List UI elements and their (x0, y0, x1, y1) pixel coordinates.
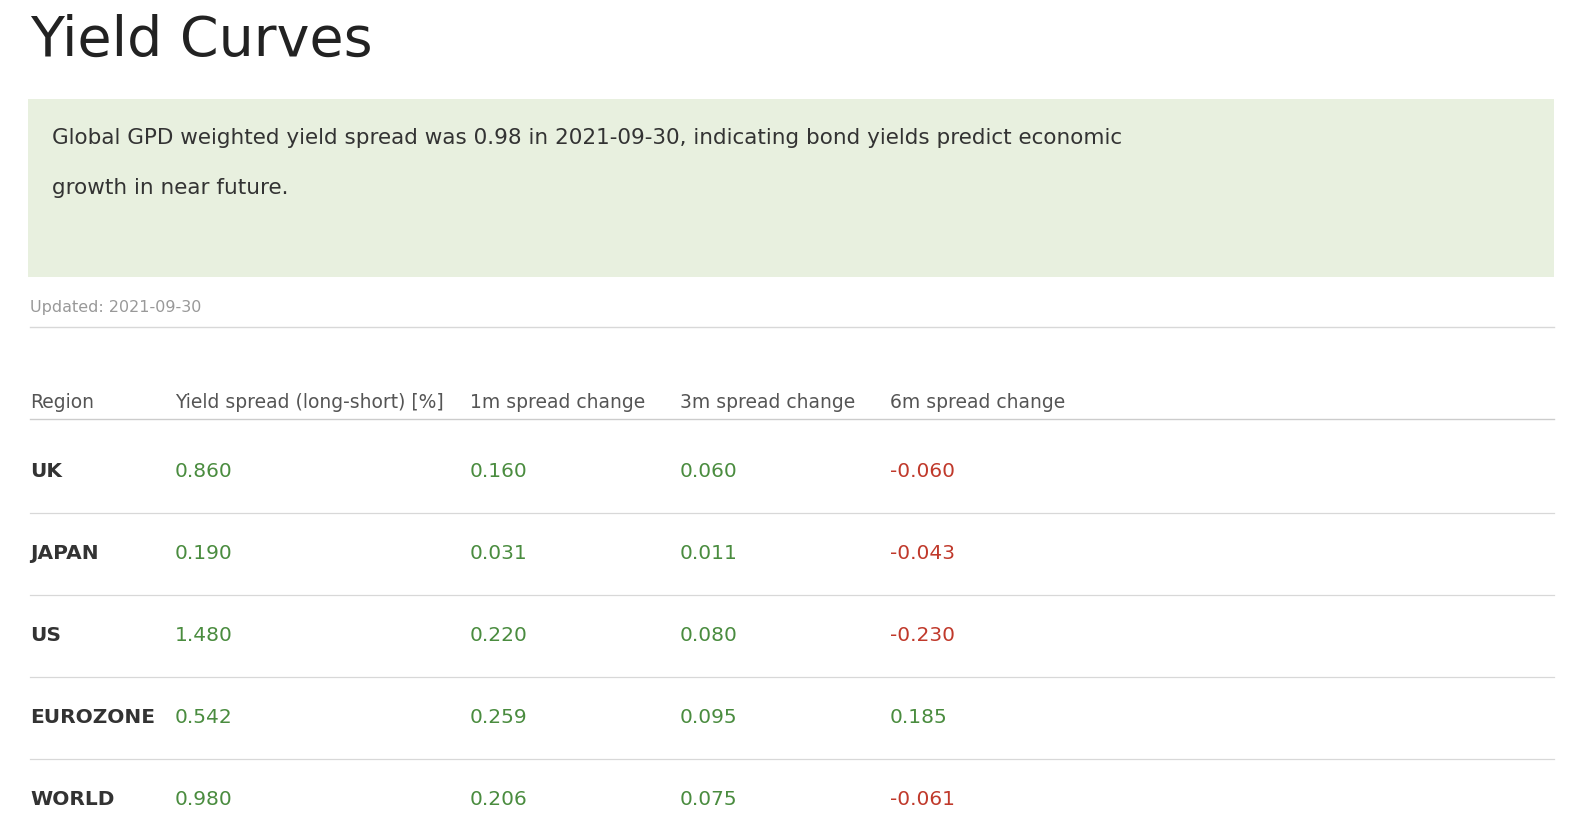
Text: -0.061: -0.061 (891, 789, 956, 808)
Text: 0.980: 0.980 (176, 789, 233, 808)
Text: 0.095: 0.095 (680, 707, 737, 726)
Text: 0.031: 0.031 (470, 543, 528, 562)
Text: -0.230: -0.230 (891, 625, 956, 644)
Text: US: US (30, 625, 62, 644)
Text: 0.190: 0.190 (176, 543, 233, 562)
FancyBboxPatch shape (28, 100, 1554, 278)
Text: -0.060: -0.060 (891, 461, 956, 480)
Text: 6m spread change: 6m spread change (891, 393, 1065, 412)
Text: 3m spread change: 3m spread change (680, 393, 856, 412)
Text: 0.075: 0.075 (680, 789, 737, 808)
Text: 0.080: 0.080 (680, 625, 737, 644)
Text: 0.259: 0.259 (470, 707, 528, 726)
Text: EUROZONE: EUROZONE (30, 707, 155, 726)
Text: UK: UK (30, 461, 62, 480)
Text: 0.160: 0.160 (470, 461, 528, 480)
Text: 0.060: 0.060 (680, 461, 737, 480)
Text: 0.860: 0.860 (176, 461, 233, 480)
Text: Yield spread (long-short) [%]: Yield spread (long-short) [%] (176, 393, 443, 412)
Text: Yield Curves: Yield Curves (30, 14, 373, 68)
Text: 0.011: 0.011 (680, 543, 737, 562)
Text: growth in near future.: growth in near future. (52, 178, 288, 198)
Text: 0.542: 0.542 (176, 707, 233, 726)
Text: 1m spread change: 1m spread change (470, 393, 645, 412)
Text: Global GPD weighted yield spread was 0.98 in 2021-09-30, indicating bond yields : Global GPD weighted yield spread was 0.9… (52, 128, 1122, 148)
Text: 0.206: 0.206 (470, 789, 528, 808)
Text: WORLD: WORLD (30, 789, 114, 808)
Text: 1.480: 1.480 (176, 625, 233, 644)
Text: Updated: 2021-09-30: Updated: 2021-09-30 (30, 299, 201, 314)
Text: -0.043: -0.043 (891, 543, 956, 562)
Text: 0.185: 0.185 (891, 707, 948, 726)
Text: 0.220: 0.220 (470, 625, 528, 644)
Text: Region: Region (30, 393, 93, 412)
Text: JAPAN: JAPAN (30, 543, 98, 562)
